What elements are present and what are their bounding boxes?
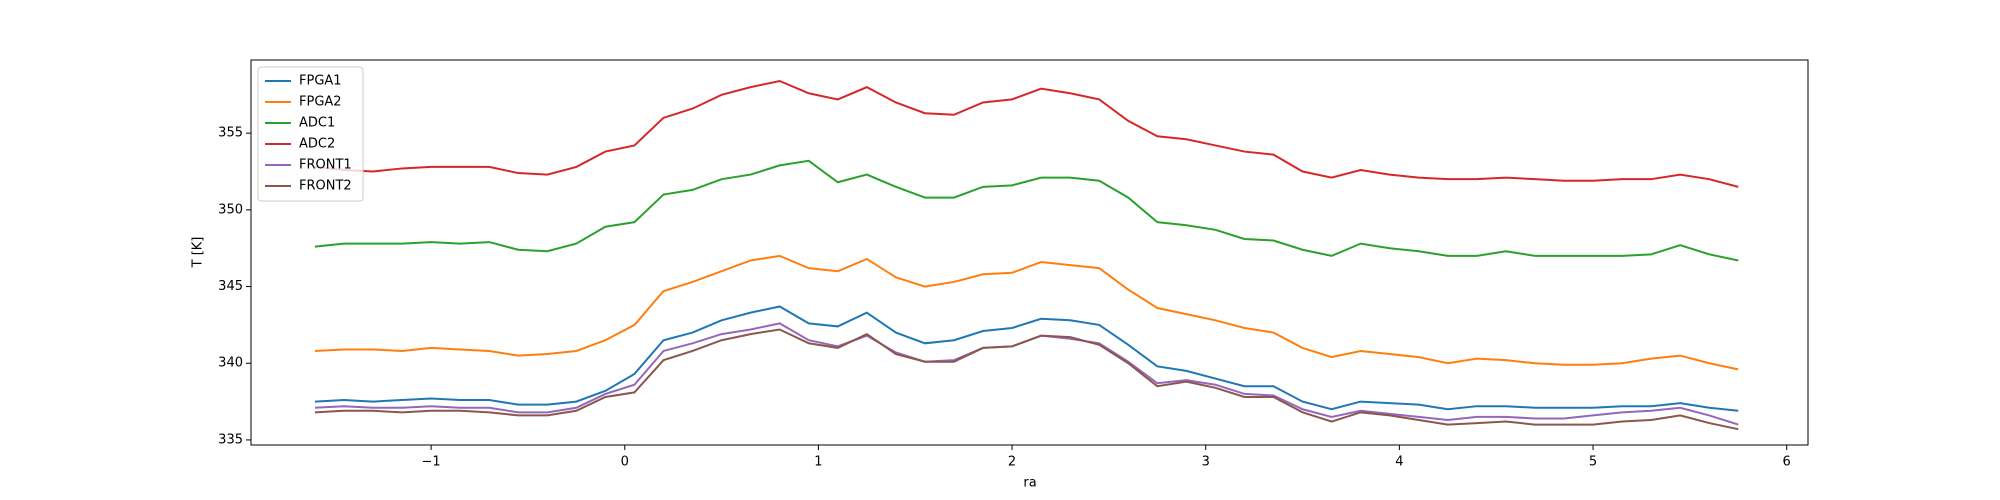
x-tick-label: 4 [1395,455,1403,470]
x-tick-label: 5 [1589,455,1597,470]
series-line [314,322,1739,426]
legend-label: ADC2 [299,137,335,152]
series-line [314,79,1739,188]
x-axis-label: ra [1023,476,1036,491]
legend-label: FPGA2 [299,95,342,110]
x-tick-label: 3 [1202,455,1210,470]
legend-label: FRONT1 [299,158,352,173]
y-tick-label: 335 [218,432,243,447]
legend-box [257,66,364,202]
y-tick-label: 350 [218,202,243,217]
series-line [314,305,1739,412]
y-tick-label: 340 [218,356,243,371]
x-tick-label: 0 [621,455,629,470]
legend-label: ADC1 [299,116,335,131]
x-tick-label: 2 [1008,455,1016,470]
plot-frame [250,59,1809,446]
y-axis-label: T [K] [191,237,206,269]
x-tick-label: −1 [422,455,441,470]
legend-label: FRONT2 [299,179,352,194]
y-tick-label: 345 [218,279,243,294]
legend-label: FPGA1 [299,74,342,89]
series-line [314,159,1739,262]
x-tick-label: 1 [814,455,822,470]
x-tick-label: 6 [1783,455,1791,470]
y-tick-label: 355 [218,126,243,141]
series-line [314,254,1739,371]
series-line [314,328,1739,431]
